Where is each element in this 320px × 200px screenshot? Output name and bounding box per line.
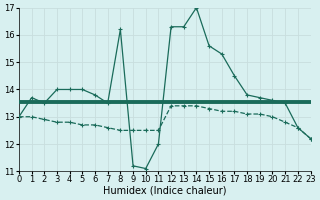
X-axis label: Humidex (Indice chaleur): Humidex (Indice chaleur) — [103, 186, 227, 196]
